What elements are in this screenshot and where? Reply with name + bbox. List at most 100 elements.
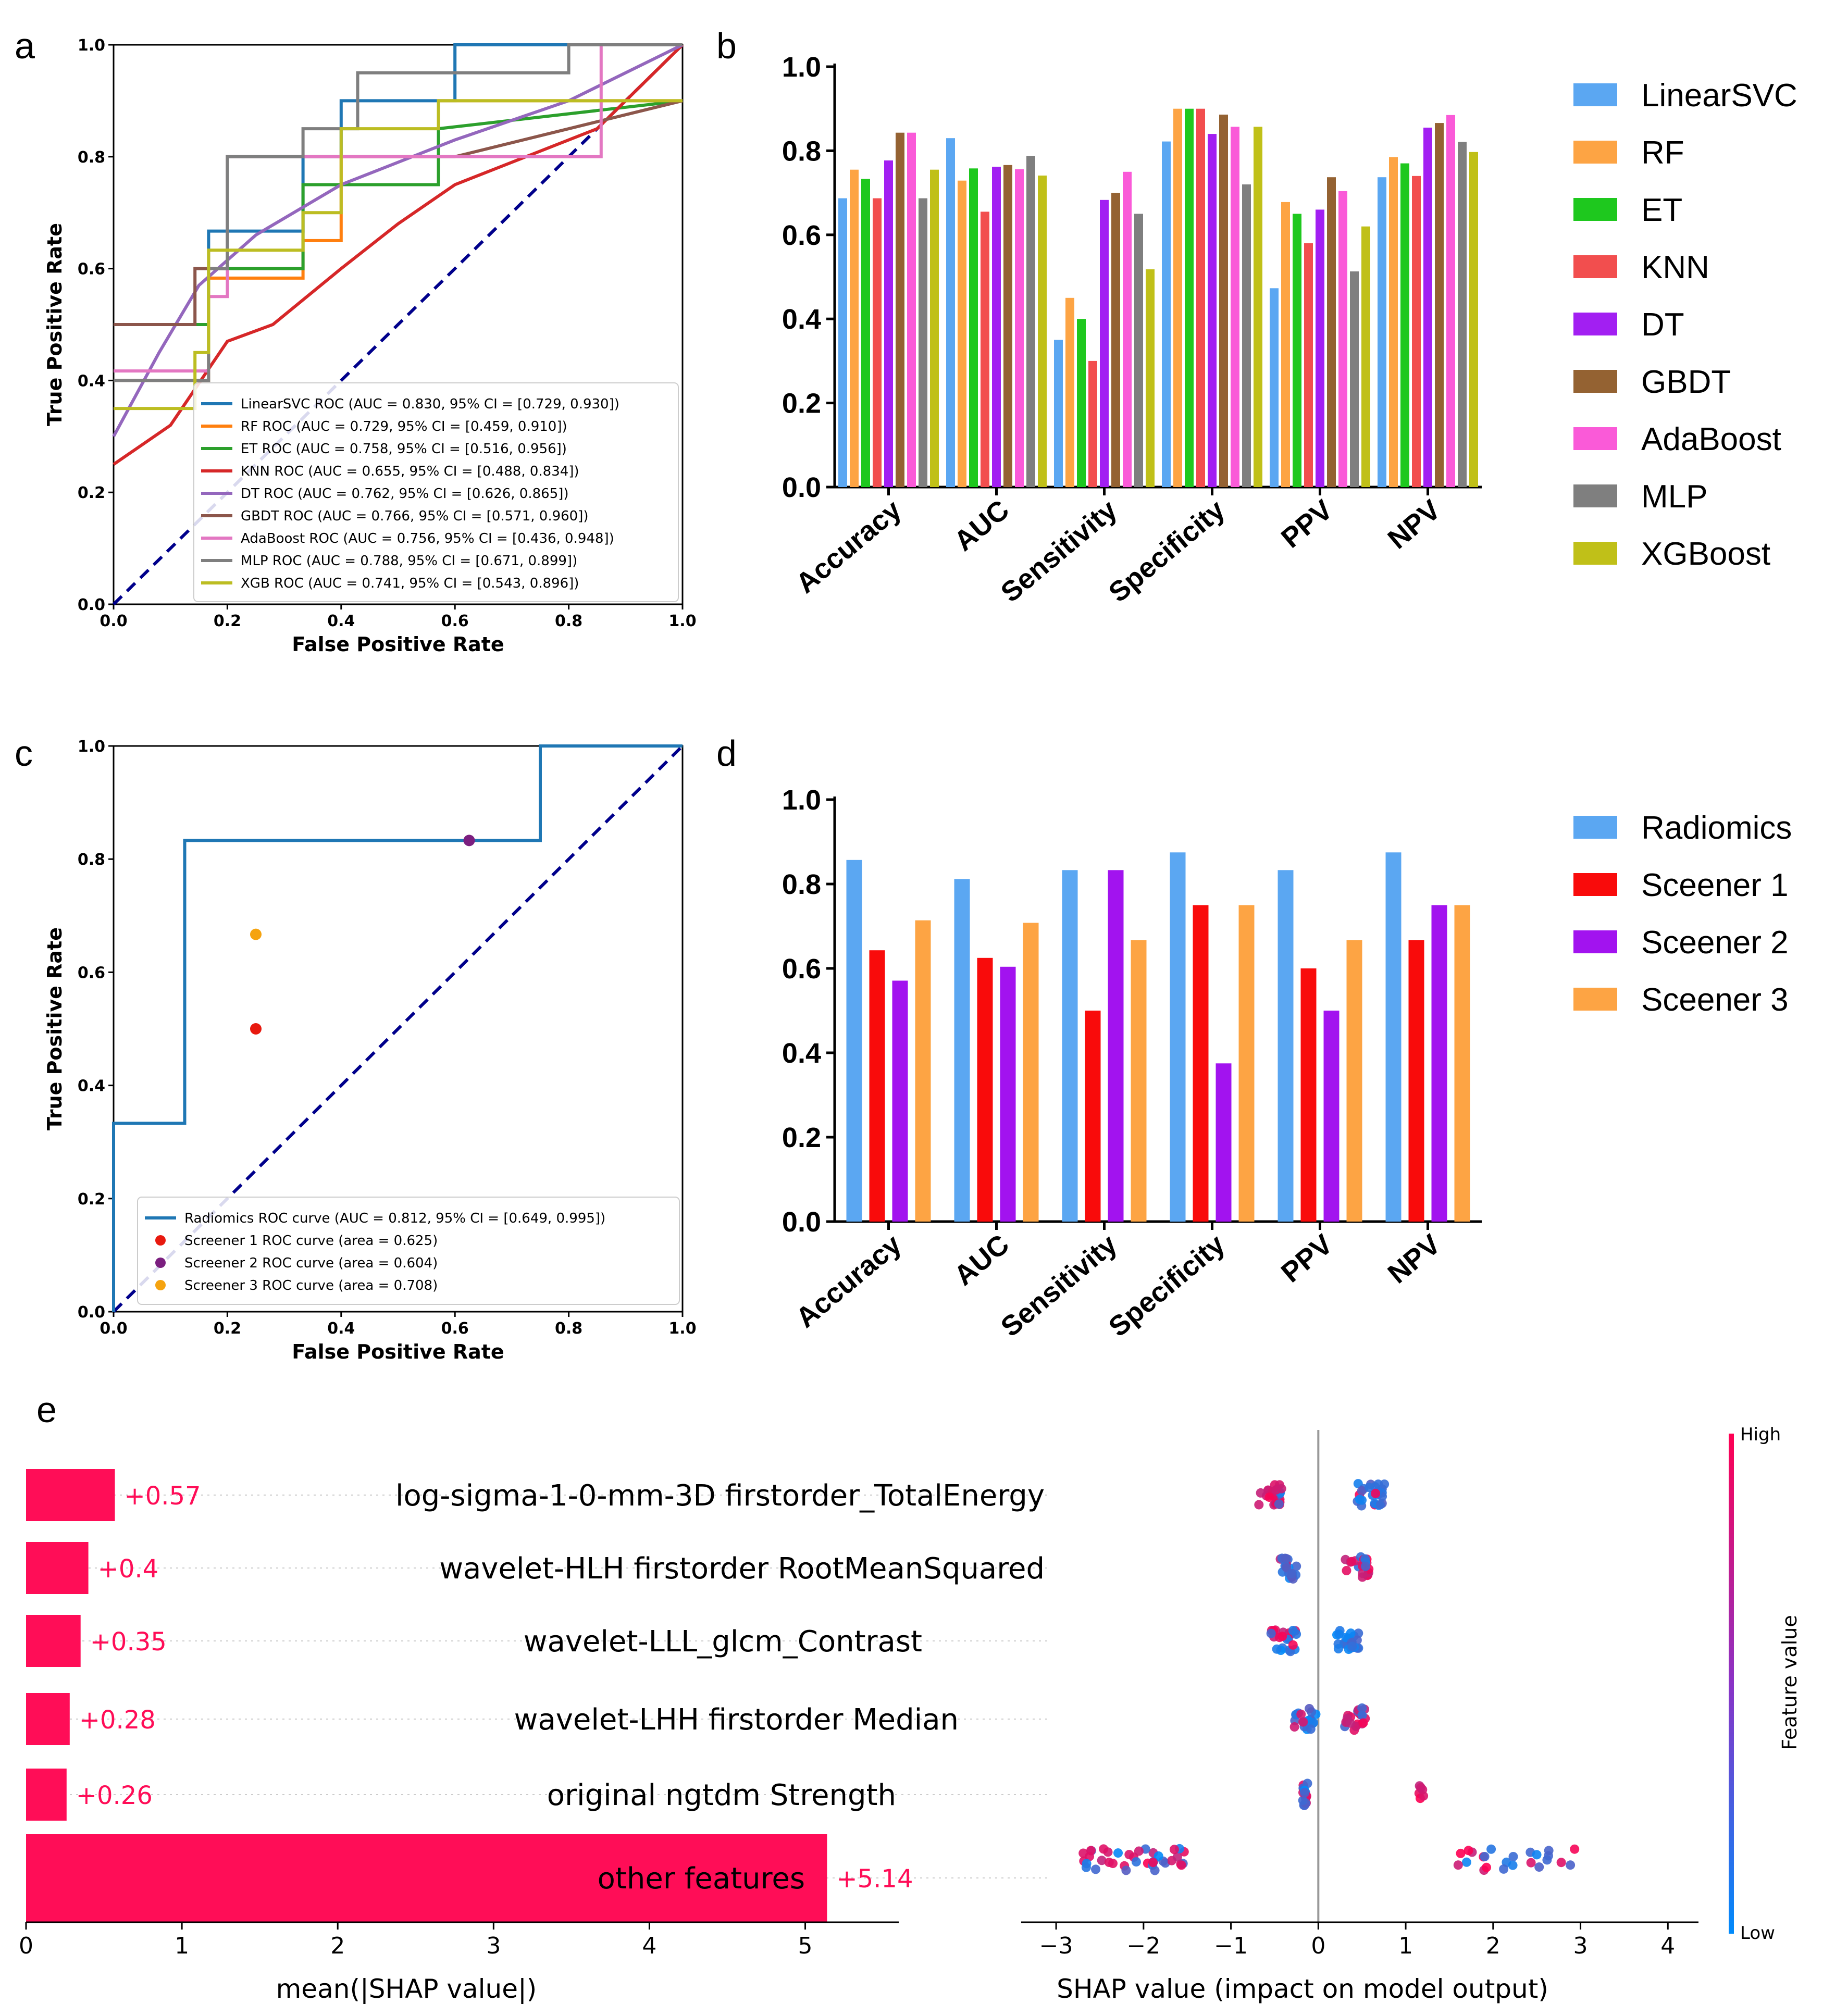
- roc-curve-line: [114, 99, 683, 326]
- bar: [1170, 852, 1186, 1222]
- shap-point: [1264, 1492, 1274, 1502]
- bar: [1085, 1011, 1101, 1222]
- shap-point: [1333, 1644, 1343, 1653]
- legend-label: KNN ROC (AUC = 0.655, 95% CI = [0.488, 0…: [241, 464, 579, 479]
- bar: [26, 1769, 67, 1821]
- x-tick-label: 0.2: [214, 612, 241, 630]
- panel-letter-a: a: [15, 26, 35, 66]
- y-tick-label: 0.8: [78, 148, 105, 167]
- bar: [977, 957, 993, 1222]
- legend-swatch: [1573, 313, 1617, 335]
- roc-curve-line: [112, 43, 684, 438]
- bar: [1361, 226, 1370, 487]
- legend-label: XGB ROC (AUC = 0.741, 95% CI = [0.543, 0…: [241, 576, 579, 591]
- legend-label: AdaBoost ROC (AUC = 0.756, 95% CI = [0.4…: [241, 531, 614, 546]
- value-label: +0.26: [76, 1781, 153, 1810]
- bar: [1108, 870, 1124, 1222]
- bar: [1054, 340, 1063, 487]
- shap-point: [1288, 1640, 1298, 1650]
- shap-point: [1360, 1554, 1370, 1564]
- roc-curve-line: [114, 43, 683, 382]
- bar: [1062, 870, 1078, 1222]
- legend-swatch: [1573, 198, 1617, 221]
- shap-point: [1292, 1561, 1301, 1571]
- shap-point: [1542, 1855, 1552, 1865]
- bar: [26, 1615, 81, 1667]
- bar: [1435, 123, 1444, 488]
- bar: [1400, 163, 1409, 488]
- bar: [1304, 243, 1313, 487]
- shap-point: [1357, 1703, 1367, 1713]
- x-tick-label: Specificity: [1103, 1228, 1231, 1343]
- shap-point: [1364, 1483, 1374, 1492]
- bar: [1446, 115, 1455, 488]
- bar: [1038, 176, 1047, 487]
- x-tick-label: 0.0: [100, 612, 127, 630]
- shap-point: [1345, 1718, 1355, 1728]
- metrics-bar-chart-models: 0.0 0.2 0.4 0.6 0.8 1.0 Accuracy AUCSensitivity…: [782, 52, 1797, 608]
- x-tick-label: PPV: [1275, 494, 1338, 554]
- shap-point: [1357, 1486, 1367, 1496]
- shap-point: [1556, 1858, 1566, 1868]
- legend-label: ET ROC (AUC = 0.758, 95% CI = [0.516, 0.…: [241, 441, 567, 457]
- legend-label: GBDT ROC (AUC = 0.766, 95% CI = [0.571, …: [241, 508, 589, 524]
- shap-point: [1464, 1846, 1473, 1856]
- bar: [1026, 156, 1035, 488]
- bar: [1065, 297, 1074, 487]
- bar: [1316, 209, 1324, 487]
- shap-point: [1298, 1796, 1308, 1806]
- legend-swatch: [1573, 370, 1617, 393]
- x-tick-label: −2: [1126, 1933, 1160, 1959]
- bar: [1111, 193, 1120, 488]
- x-tick-label: 2: [1486, 1933, 1500, 1959]
- x-tick-label: 0.2: [214, 1320, 241, 1338]
- shap-point: [1169, 1845, 1179, 1855]
- x-tick-label: 5: [798, 1933, 813, 1959]
- bar: [838, 198, 847, 488]
- legend: Radiomics ROC curve (AUC = 0.812, 95% CI…: [137, 1197, 680, 1305]
- x-tick-label: 0.4: [327, 612, 355, 630]
- shap-point: [1334, 1629, 1344, 1639]
- bar: [1469, 152, 1478, 487]
- bar: [1088, 360, 1097, 487]
- feature-label: wavelet-LLL_glcm_Contrast: [524, 1625, 922, 1659]
- bar: [1323, 1011, 1340, 1222]
- bar: [915, 920, 931, 1222]
- bar: [1454, 905, 1470, 1222]
- bar: [1000, 966, 1016, 1222]
- bar: [1300, 968, 1317, 1222]
- shap-point: [1347, 1557, 1357, 1566]
- value-label: +0.57: [124, 1482, 201, 1511]
- bar: [907, 132, 916, 487]
- colorbar-low-label: Low: [1740, 1923, 1775, 1944]
- y-tick-label: 0.0: [78, 596, 105, 614]
- x-tick-label: 1: [1398, 1933, 1413, 1959]
- bar: [1219, 115, 1228, 487]
- shap-point: [1347, 1641, 1357, 1651]
- x-tick-label: 1.0: [668, 612, 696, 630]
- bar: [1338, 191, 1347, 487]
- shap-point: [1532, 1850, 1542, 1860]
- y-tick-label: 0.8: [782, 869, 821, 900]
- bar: [981, 211, 989, 487]
- shap-point: [1358, 1718, 1368, 1728]
- shap-point: [1371, 1488, 1381, 1498]
- legend-swatch: [155, 1258, 166, 1268]
- x-tick-label: NPV: [1382, 494, 1447, 555]
- shap-point: [1357, 1495, 1367, 1505]
- legend-label: LinearSVC ROC (AUC = 0.830, 95% CI = [0.…: [241, 396, 619, 412]
- bar: [919, 198, 927, 488]
- bar: [884, 160, 893, 487]
- x-tick-label: Accuracy: [790, 1228, 907, 1334]
- legend-label: Radiomics ROC curve (AUC = 0.812, 95% CI…: [184, 1211, 605, 1226]
- legend-swatch: [1573, 542, 1617, 565]
- bar: [1327, 177, 1336, 487]
- bar: [1231, 127, 1239, 487]
- y-tick-label: 0.0: [78, 1303, 105, 1322]
- y-tick-label: 0.2: [782, 1122, 821, 1153]
- bar: [1015, 169, 1024, 487]
- bar: [1423, 128, 1432, 487]
- roc-curve-line: [114, 99, 683, 382]
- bar: [896, 132, 904, 487]
- shap-point: [1274, 1499, 1284, 1509]
